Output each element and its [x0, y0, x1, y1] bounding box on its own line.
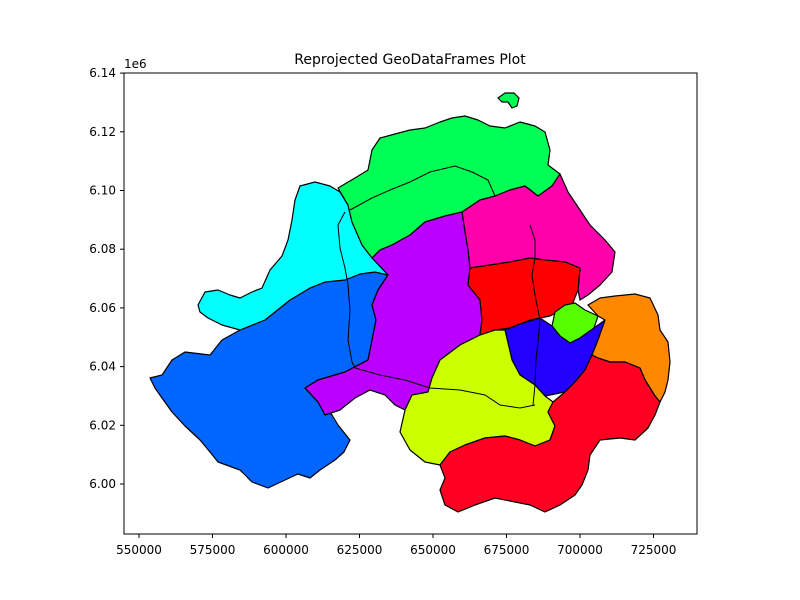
y-tick-label: 6.00: [89, 477, 116, 491]
y-axis: 6.00 6.02 6.04 6.06 6.08 6.10 6.12 6.14 …: [89, 57, 146, 491]
x-tick-label: 725000: [631, 543, 677, 557]
y-tick-label: 6.12: [89, 125, 116, 139]
y-tick-label: 6.04: [89, 360, 116, 374]
y-tick-label: 6.14: [89, 66, 116, 80]
y-offset-label: 1e6: [124, 57, 147, 71]
internal-boundaries: [337, 165, 541, 409]
region-south: [439, 354, 661, 513]
x-tick-label: 650000: [410, 543, 456, 557]
x-tick-label: 625000: [337, 543, 383, 557]
x-axis: 550000 575000 600000 625000 650000 67500…: [116, 534, 676, 557]
x-tick-label: 675000: [484, 543, 530, 557]
y-tick-label: 6.06: [89, 301, 116, 315]
y-tick-label: 6.02: [89, 418, 116, 432]
y-tick-label: 6.10: [89, 184, 116, 198]
x-tick-label: 550000: [116, 543, 162, 557]
x-tick-label: 575000: [190, 543, 236, 557]
x-tick-label: 700000: [557, 543, 603, 557]
chart-title: Reprojected GeoDataFrames Plot: [294, 52, 526, 68]
map-regions: [149, 92, 671, 513]
y-tick-label: 6.08: [89, 242, 116, 256]
region-north-islet: [497, 92, 520, 109]
plot-frame: [123, 72, 698, 535]
x-tick-label: 600000: [263, 543, 309, 557]
